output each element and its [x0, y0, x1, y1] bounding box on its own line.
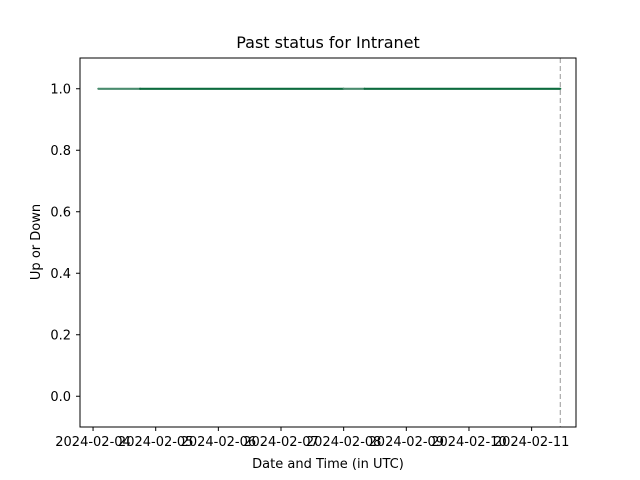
x-tick-label-7: 2024-02-11 — [494, 435, 570, 450]
series-3-point-1 — [559, 87, 562, 90]
plot-frame — [79, 57, 577, 428]
y-tick-label-1: 0.2 — [50, 328, 71, 343]
x-tick-label-0: 2024-02-04 — [55, 435, 131, 450]
series-2-point-0 — [342, 87, 345, 90]
x-tick-label-2: 2024-02-06 — [181, 435, 257, 450]
y-tick-label-3: 0.6 — [50, 205, 71, 220]
x-axis-label: Date and Time (in UTC) — [252, 457, 404, 472]
x-tick-label-6: 2024-02-10 — [431, 435, 507, 450]
series-3-point-0 — [363, 87, 366, 90]
x-tick-label-4: 2024-02-08 — [306, 435, 382, 450]
y-tick-label-4: 0.8 — [50, 144, 71, 159]
x-tick-label-5: 2024-02-09 — [369, 435, 445, 450]
y-tick-label-2: 0.4 — [50, 267, 71, 282]
y-tick-label-0: 0.0 — [50, 390, 71, 405]
series-0-point-0 — [97, 87, 100, 90]
chart-title: Past status for Intranet — [236, 33, 420, 52]
y-axis-label: Up or Down — [29, 204, 44, 280]
x-tick-label-3: 2024-02-07 — [243, 435, 319, 450]
plot-content — [97, 58, 562, 427]
y-axis-ticks: 0.0 0.2 0.4 0.6 0.8 1.0 — [50, 82, 80, 405]
x-tick-label-1: 2024-02-05 — [118, 435, 194, 450]
series-1-point-0 — [139, 87, 142, 90]
y-tick-label-5: 1.0 — [50, 82, 71, 97]
x-axis-ticks: 2024-02-042024-02-052024-02-062024-02-07… — [55, 427, 569, 450]
